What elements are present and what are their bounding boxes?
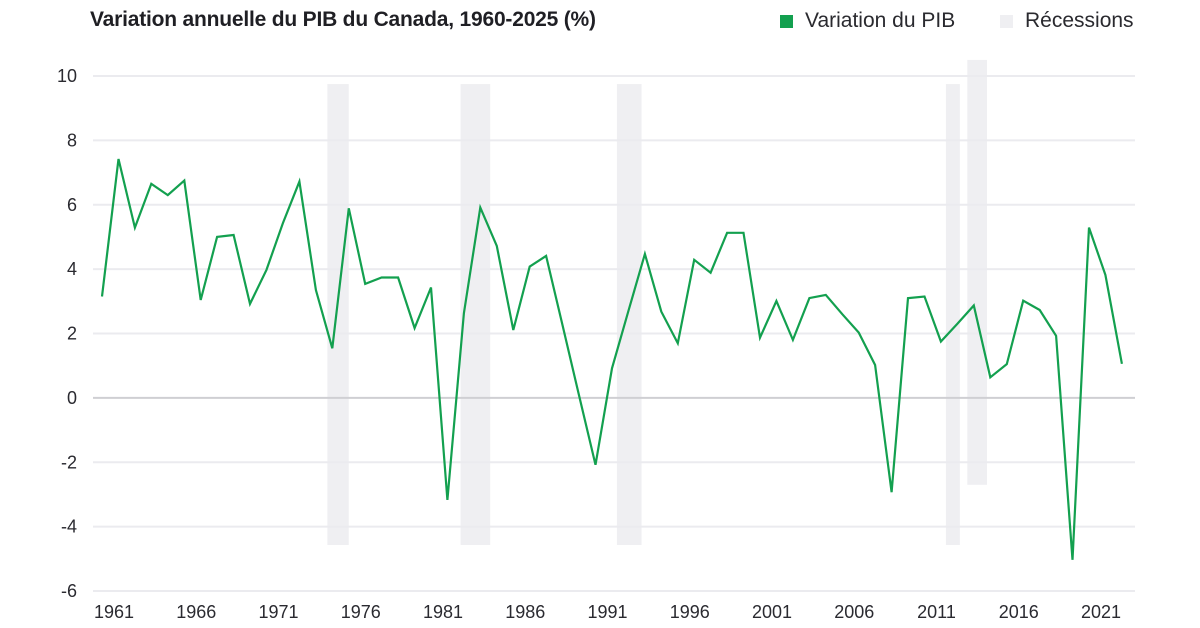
legend-swatch-grey	[1000, 14, 1013, 28]
x-tick-label: 1991	[587, 602, 627, 622]
x-tick-label: 1971	[258, 602, 298, 622]
x-tick-label: 1996	[670, 602, 710, 622]
chart-title: Variation annuelle du PIB du Canada, 196…	[90, 8, 596, 31]
x-tick-label: 2011	[917, 602, 956, 622]
legend-item-gdp: Variation du PIB	[780, 9, 955, 33]
x-tick-label: 2016	[999, 602, 1039, 622]
x-tick-label: 1976	[341, 602, 381, 622]
x-tick-label: 1966	[176, 602, 216, 622]
recession-band	[967, 59, 988, 485]
x-tick-label: 2006	[834, 602, 874, 622]
y-tick-label: 10	[57, 66, 77, 86]
y-tick-label: -6	[61, 581, 77, 601]
x-tick-label: 1981	[423, 602, 463, 622]
legend-item-recessions: Récessions	[1000, 9, 1134, 33]
recession-band	[616, 84, 642, 545]
y-tick-label: -4	[61, 517, 77, 537]
y-tick-label: 4	[67, 259, 77, 279]
recession-band	[460, 84, 491, 545]
y-tick-label: 8	[67, 130, 77, 150]
y-tick-label: -2	[61, 452, 77, 472]
x-tick-label: 1961	[94, 602, 134, 622]
x-tick-label: 2021	[1081, 602, 1121, 622]
legend-label-gdp: Variation du PIB	[805, 9, 956, 32]
y-tick-label: 0	[67, 388, 77, 408]
legend-label-recessions: Récessions	[1025, 9, 1134, 32]
y-tick-label: 6	[67, 195, 77, 215]
y-tick-label: 2	[67, 324, 77, 344]
legend-swatch-green	[780, 14, 793, 28]
gdp-line	[100, 158, 1123, 560]
recession-band	[945, 84, 960, 545]
recession-band	[327, 84, 349, 545]
x-tick-label: 1986	[505, 602, 545, 622]
x-tick-label: 2001	[752, 602, 792, 622]
